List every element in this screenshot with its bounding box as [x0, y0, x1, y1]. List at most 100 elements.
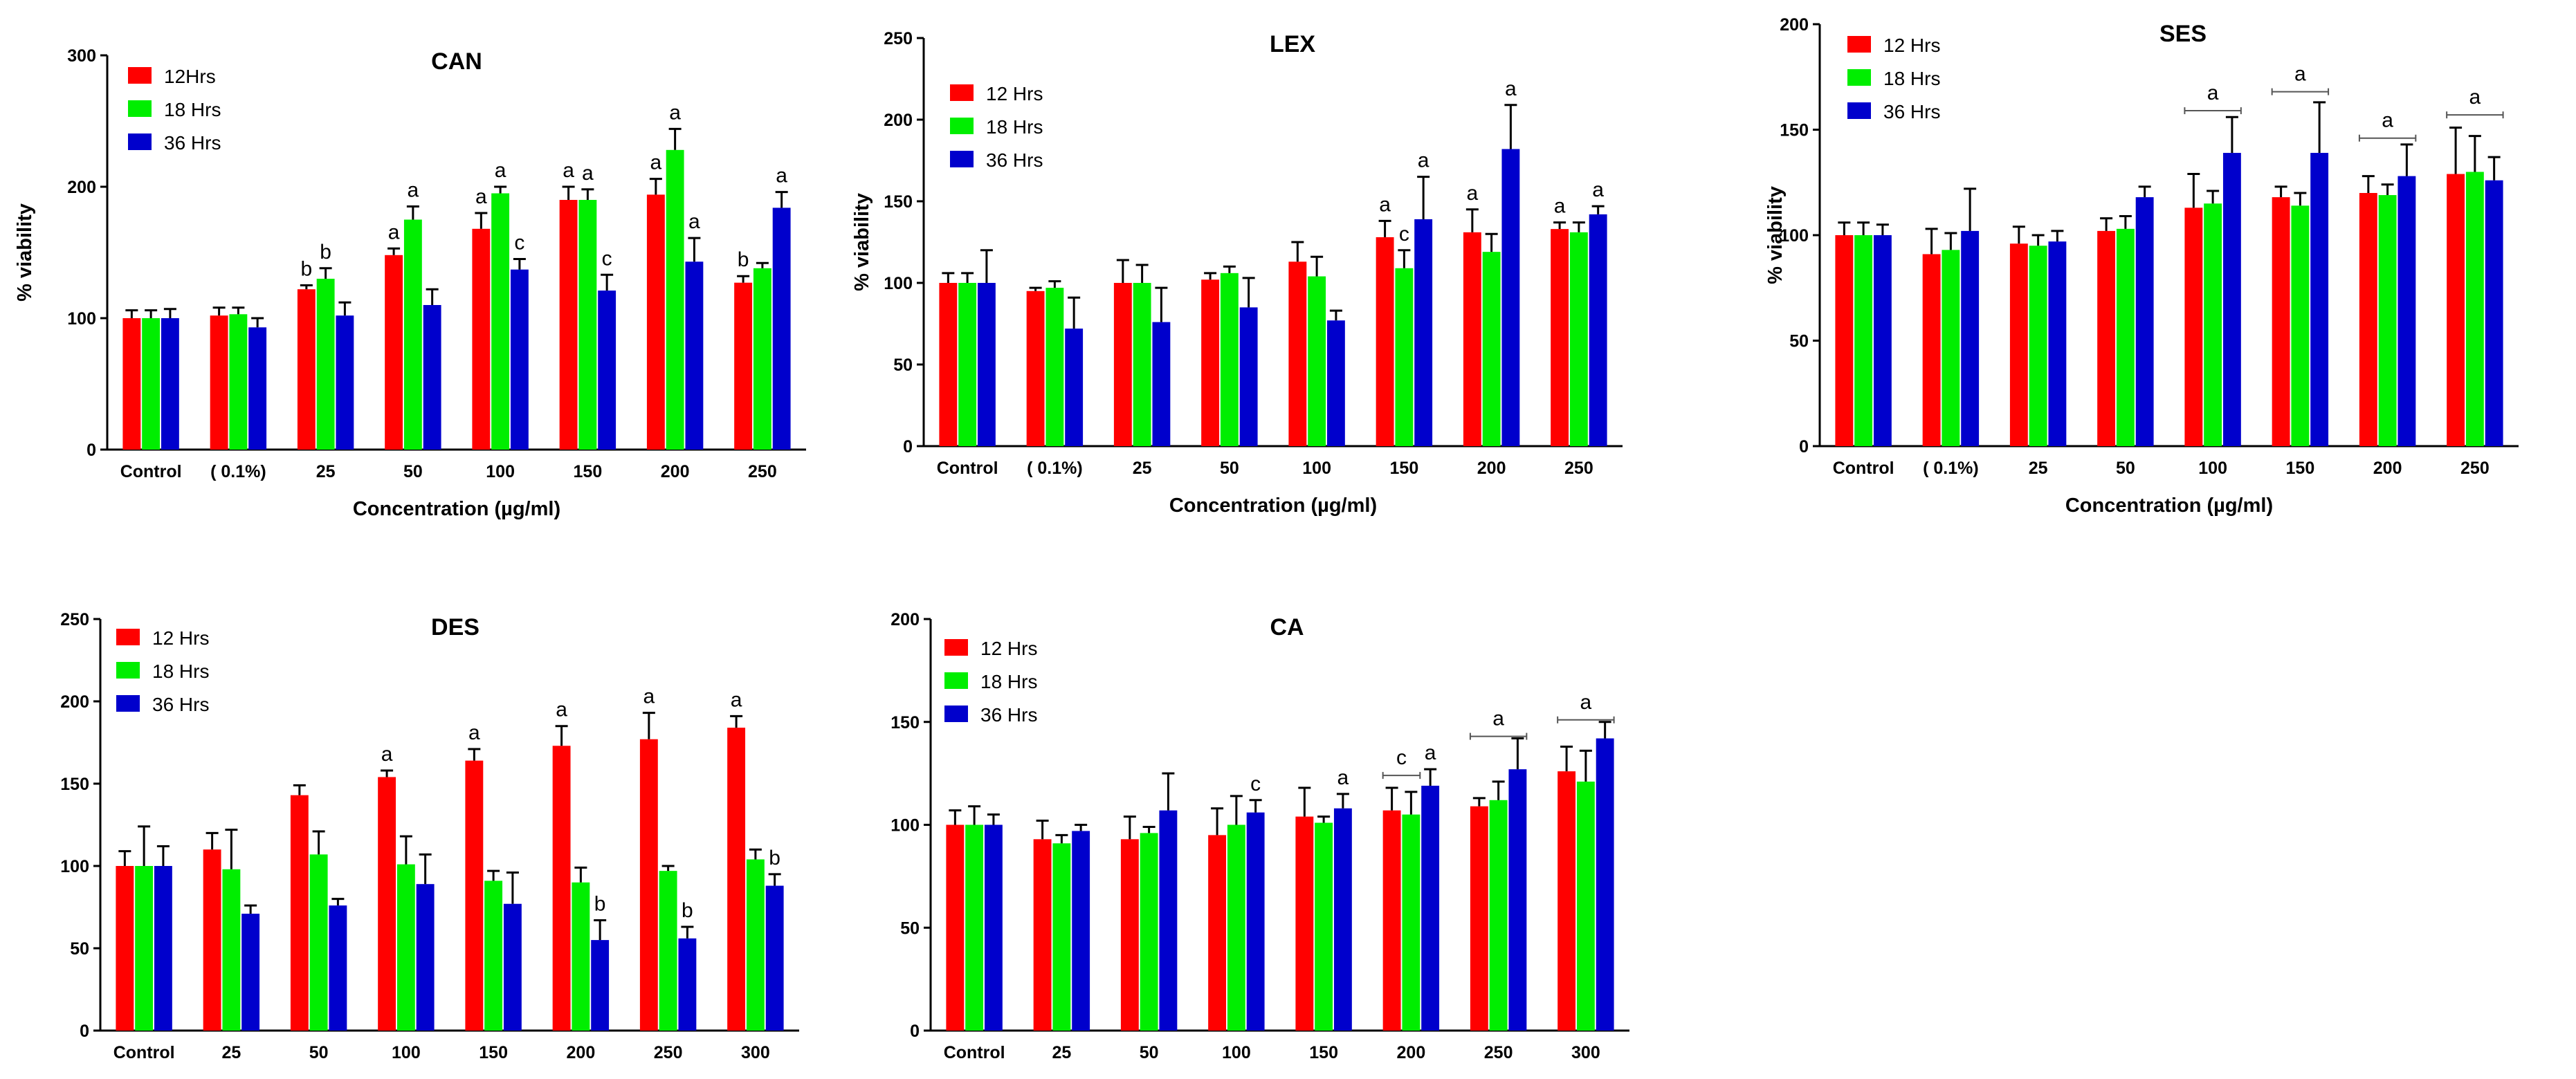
bar-lex-s1-c3: [1220, 273, 1239, 446]
x-tick-label: 150: [479, 1043, 508, 1062]
x-tick-label: 300: [741, 1043, 770, 1062]
bar-ca-s0-c5: [1382, 810, 1401, 1031]
bar-ses-s2-c2: [2048, 241, 2067, 446]
bar-ses-s2-c6: [2397, 176, 2416, 446]
x-tick-label: 100: [2198, 459, 2227, 478]
bar-lex-s2-c7: [1589, 214, 1607, 446]
chart-title: CAN: [431, 48, 482, 75]
legend-swatch: [128, 100, 152, 117]
bar-ses-s0-c7: [2447, 174, 2465, 447]
legend-label: 12 Hrs: [152, 627, 209, 649]
bar-ses-s1-c5: [2291, 205, 2310, 446]
y-tick-label: 150: [884, 192, 913, 212]
bar-ses-s2-c0: [1873, 235, 1892, 446]
y-axis-label: % viability: [14, 203, 36, 302]
x-tick-label: 150: [574, 462, 603, 481]
y-tick-label: 200: [890, 610, 920, 629]
y-tick-label: 100: [1780, 226, 1809, 246]
bar-ses-s1-c2: [2029, 246, 2047, 446]
x-tick-label: 250: [2460, 459, 2490, 478]
bar-ca-s0-c2: [1120, 839, 1139, 1031]
bar-ca-s2-c1: [1072, 831, 1090, 1031]
y-tick-label: 150: [60, 775, 89, 794]
bar-can-s0-c7: [734, 282, 753, 450]
significance-label: a: [1592, 178, 1604, 201]
legend-swatch: [950, 84, 974, 101]
bar-can-s2-c3: [423, 305, 441, 450]
bar-lex-s0-c0: [939, 283, 958, 446]
x-tick-label: 50: [1220, 459, 1239, 478]
bar-can-s0-c6: [646, 194, 665, 450]
x-tick-label: ( 0.1%): [1923, 459, 1979, 478]
bracket-label: a: [1580, 691, 1592, 714]
bar-lex-s1-c6: [1482, 252, 1501, 446]
bracket-label: a: [2382, 109, 2393, 132]
bar-des-s2-c5: [591, 940, 610, 1031]
bar-lex-s0-c6: [1463, 232, 1481, 446]
bar-ses-s0-c4: [2184, 208, 2203, 446]
bar-ca-s0-c0: [946, 824, 965, 1031]
x-tick-label: 25: [316, 462, 336, 481]
y-tick-label: 0: [86, 441, 96, 460]
bar-ca-s1-c6: [1489, 800, 1508, 1031]
bar-ca-s2-c3: [1246, 812, 1265, 1031]
bar-can-s1-c1: [229, 314, 248, 450]
bar-ses-s2-c4: [2222, 153, 2241, 447]
x-tick-label: 250: [1484, 1043, 1513, 1062]
x-tick-label: 50: [309, 1043, 329, 1062]
significance-label: a: [582, 162, 594, 185]
bracket-label: a: [1492, 708, 1504, 730]
y-axis-label: % viability: [1764, 186, 1787, 284]
x-tick-label: 200: [661, 462, 690, 481]
bar-des-s2-c1: [241, 914, 260, 1031]
bar-lex-s1-c2: [1133, 283, 1151, 446]
bar-ca-s0-c7: [1558, 771, 1576, 1031]
x-tick-label: 50: [1140, 1043, 1159, 1062]
significance-label: a: [643, 685, 655, 708]
bar-ca-s2-c0: [984, 824, 1003, 1031]
y-tick-label: 300: [67, 46, 96, 66]
x-tick-label: 250: [654, 1043, 683, 1062]
y-tick-label: 200: [67, 178, 96, 197]
x-tick-label: 25: [1133, 459, 1152, 478]
x-tick-label: 200: [567, 1043, 596, 1062]
significance-label: b: [769, 847, 780, 869]
bar-ses-s1-c7: [2465, 172, 2484, 446]
chart-title: CA: [1270, 614, 1304, 640]
legend-swatch: [1847, 102, 1871, 119]
x-tick-label: 100: [392, 1043, 421, 1062]
bar-ses-s0-c2: [2009, 243, 2028, 446]
y-tick-label: 50: [1789, 332, 1809, 351]
bar-ca-s1-c1: [1052, 843, 1071, 1031]
x-axis-label: Concentration (µg/ml): [2065, 495, 2273, 517]
legend-label: 18 Hrs: [164, 99, 221, 120]
bar-lex-s0-c5: [1376, 237, 1394, 446]
bar-des-s1-c7: [746, 859, 765, 1031]
legend-swatch: [1847, 36, 1871, 53]
y-tick-label: 250: [884, 29, 913, 48]
bar-ca-s0-c4: [1295, 816, 1314, 1031]
bar-ca-s1-c5: [1402, 814, 1421, 1031]
chart-title: LEX: [1270, 31, 1315, 57]
bar-ca-s2-c7: [1596, 738, 1614, 1031]
bar-ses-s2-c5: [2310, 153, 2329, 447]
bar-lex-s2-c1: [1065, 329, 1084, 446]
bar-des-s1-c2: [309, 854, 328, 1031]
legend-swatch: [116, 662, 140, 679]
x-tick-label: 100: [486, 462, 515, 481]
bar-can-s1-c0: [142, 318, 161, 450]
bar-ses-s0-c5: [2272, 197, 2290, 446]
bar-des-s1-c3: [396, 864, 415, 1031]
y-tick-label: 0: [1799, 437, 1809, 456]
chart-can: 0 100 200 300 Control ( 0.1%) 25 50 100 150 200 250…: [14, 46, 806, 520]
bar-lex-s0-c4: [1288, 261, 1307, 446]
significance-label: a: [1379, 193, 1391, 216]
bar-can-s2-c6: [685, 261, 704, 450]
legend-swatch: [116, 629, 140, 645]
significance-label: a: [556, 699, 567, 721]
bracket-label: a: [2469, 86, 2481, 109]
y-tick-label: 50: [70, 939, 89, 959]
x-tick-label: ( 0.1%): [1027, 459, 1083, 478]
bar-ca-s0-c6: [1470, 806, 1488, 1031]
